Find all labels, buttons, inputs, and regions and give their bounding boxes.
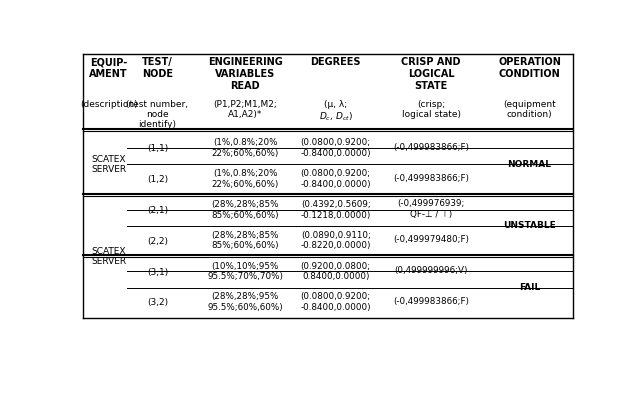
Text: (28%,28%;95%: (28%,28%;95% [211,292,279,301]
Text: (1%,0.8%;20%: (1%,0.8%;20% [213,138,277,147]
Text: (-0,499976939;
QF-⊥ / ⊤): (-0,499976939; QF-⊥ / ⊤) [397,200,465,219]
Text: 95.5%;70%,70%): 95.5%;70%,70%) [207,272,283,281]
Text: 95.5%;60%,60%): 95.5%;60%,60%) [207,303,283,312]
Text: (test number,
node
identify): (test number, node identify) [127,100,189,129]
Text: (1,2): (1,2) [147,175,168,184]
Text: -0.8220,0.0000): -0.8220,0.0000) [301,241,371,250]
Text: EQUIP-
AMENT: EQUIP- AMENT [90,57,128,79]
Text: 85%;60%,60%): 85%;60%,60%) [211,211,279,220]
Text: (-0,499979480;F): (-0,499979480;F) [393,235,469,244]
Text: DEGREES: DEGREES [310,57,361,67]
Text: -0.8400,0.0000): -0.8400,0.0000) [300,180,371,189]
Text: (3,2): (3,2) [147,299,168,307]
Text: (0.9200,0.0800;: (0.9200,0.0800; [301,262,371,270]
Text: (equipment
condition): (equipment condition) [503,100,556,119]
Text: NORMAL: NORMAL [508,160,552,169]
Text: SCATEX
SERVER: SCATEX SERVER [91,247,126,266]
Text: (0.0800,0.9200;: (0.0800,0.9200; [301,138,371,147]
Text: (P1,P2;M1,M2;
A1,A2)*: (P1,P2;M1,M2; A1,A2)* [213,100,277,119]
Text: (0.0890,0.9110;: (0.0890,0.9110; [301,231,371,240]
Text: -0.8400,0.0000): -0.8400,0.0000) [300,149,371,158]
Text: (3,1): (3,1) [147,268,168,277]
Text: (0,499999996;V): (0,499999996;V) [394,266,468,275]
Text: (0.4392,0.5609;: (0.4392,0.5609; [301,200,371,209]
Text: UNSTABLE: UNSTABLE [503,221,556,231]
Text: (-0,499983866;F): (-0,499983866;F) [393,174,469,183]
Text: (2,2): (2,2) [147,237,168,246]
Text: (0.0800,0.9200;: (0.0800,0.9200; [301,169,371,178]
Text: (-0,499983866;F): (-0,499983866;F) [393,297,469,306]
Text: SCATEX
SERVER: SCATEX SERVER [91,155,126,174]
Text: ENGINEERING
VARIABLES
READ: ENGINEERING VARIABLES READ [208,57,282,91]
Text: (description): (description) [80,100,138,109]
Text: 0.8400,0.0000): 0.8400,0.0000) [302,272,369,281]
Text: 22%;60%,60%): 22%;60%,60%) [211,180,279,189]
Text: OPERATION
CONDITION: OPERATION CONDITION [498,57,561,79]
Text: 22%;60%,60%): 22%;60%,60%) [211,149,279,158]
Text: (28%,28%;85%: (28%,28%;85% [211,231,279,240]
Text: (10%,10%;95%: (10%,10%;95% [211,262,279,270]
Text: (1,1): (1,1) [147,144,168,153]
Text: (crisp;
logical state): (crisp; logical state) [401,100,461,119]
Text: (μ, λ;
$D_c$, $D_{ct}$): (μ, λ; $D_c$, $D_{ct}$) [319,100,353,123]
Text: (2,1): (2,1) [147,206,168,215]
Text: -0.8400,0.0000): -0.8400,0.0000) [300,303,371,312]
Text: (1%,0.8%;20%: (1%,0.8%;20% [213,169,277,178]
Text: CRISP AND
LOGICAL
STATE: CRISP AND LOGICAL STATE [401,57,461,91]
Text: FAIL: FAIL [519,283,540,292]
Text: TEST/
NODE: TEST/ NODE [142,57,173,79]
Text: (-0,499983866;F): (-0,499983866;F) [393,143,469,152]
Text: (0.0800,0.9200;: (0.0800,0.9200; [301,292,371,301]
Text: (28%,28%;85%: (28%,28%;85% [211,200,279,209]
Text: -0.1218,0.0000): -0.1218,0.0000) [301,211,371,220]
Text: 85%;60%,60%): 85%;60%,60%) [211,241,279,250]
